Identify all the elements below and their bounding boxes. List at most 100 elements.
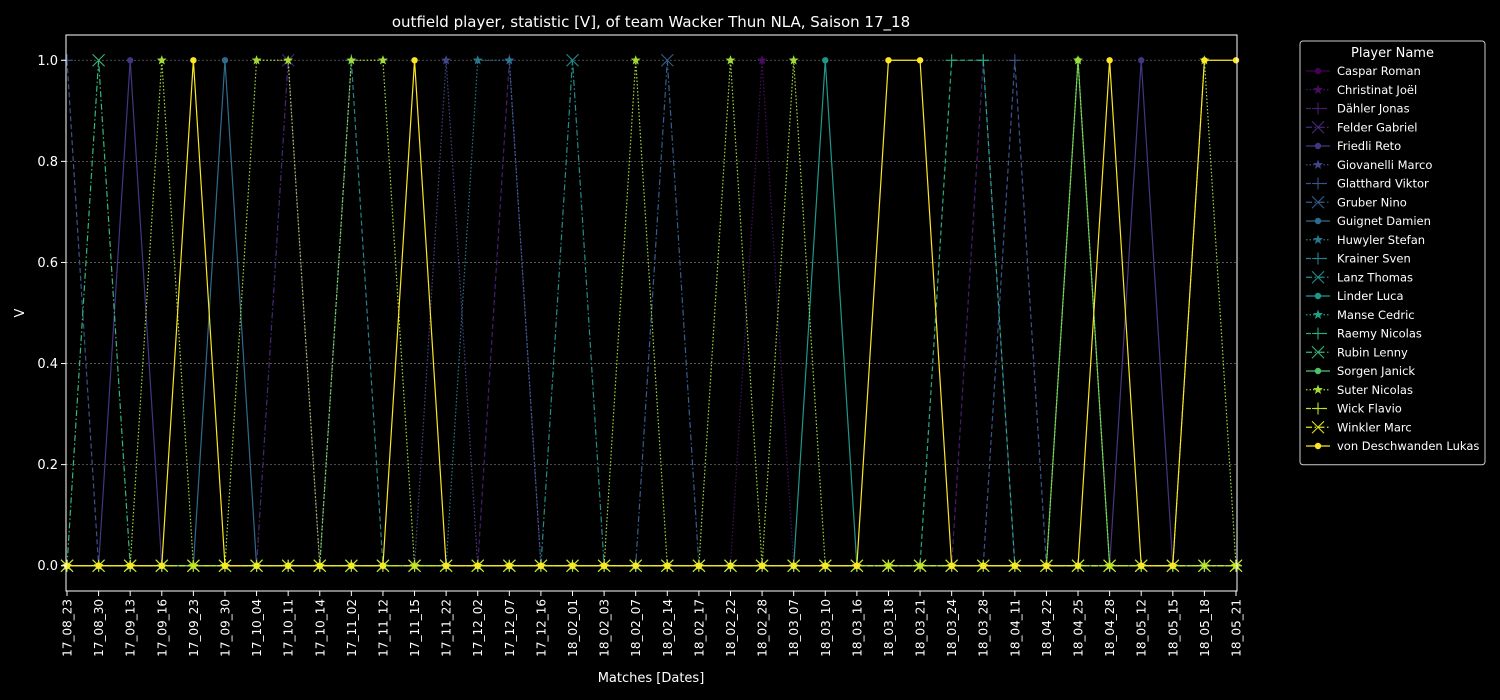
data-point <box>442 562 450 569</box>
x-tick-label: 18_02_28 <box>756 599 770 657</box>
data-point <box>725 55 736 65</box>
legend-item: Huwyler Stefan <box>1306 233 1425 247</box>
data-point <box>95 562 102 569</box>
y-tick-label: 0.0 <box>37 559 58 574</box>
legend-item: von Deschwanden Lukas <box>1306 439 1479 453</box>
legend-item: Krainer Sven <box>1306 252 1411 266</box>
x-tick-label: 18_02_07 <box>629 599 643 657</box>
legend-label: Dähler Jonas <box>1337 102 1410 116</box>
legend-label: Christinat Joël <box>1337 83 1417 97</box>
y-tick-label: 0.2 <box>37 458 58 473</box>
data-point <box>1073 55 1083 65</box>
data-point <box>913 559 927 573</box>
legend-marker <box>1314 367 1322 375</box>
x-tick-label: 18_02_17 <box>692 599 706 657</box>
series <box>63 57 1240 569</box>
x-tick-label: 18_03_16 <box>850 599 864 657</box>
legend-marker <box>1312 177 1324 190</box>
x-tick-label: 17_10_14 <box>313 599 327 657</box>
data-point <box>1138 57 1145 64</box>
data-point <box>1229 559 1243 573</box>
x-tick-label: 17_08_23 <box>61 599 75 657</box>
data-point <box>126 562 134 569</box>
x-axis-label: Matches [Dates] <box>598 671 705 686</box>
legend-label: Wick Flavio <box>1337 402 1402 416</box>
legend: Player Name Caspar Roman Christinat Joël Dä… <box>1299 40 1486 466</box>
series-line <box>67 59 1236 567</box>
x-tick-label: 17_12_02 <box>471 599 485 657</box>
data-point <box>822 562 829 569</box>
legend-marker <box>1314 442 1322 450</box>
data-point <box>1138 562 1145 569</box>
y-axis-label: V <box>13 308 28 317</box>
data-point <box>474 562 481 569</box>
legend-marker <box>1313 234 1323 244</box>
data-point <box>1008 54 1021 67</box>
data-point <box>980 562 987 569</box>
data-point <box>945 54 958 67</box>
data-point <box>885 57 892 64</box>
x-tick-label: 18_03_18 <box>882 599 896 657</box>
data-point <box>822 57 829 64</box>
legend-item: Glatthard Viktor <box>1306 177 1429 191</box>
series-line <box>67 60 1236 567</box>
data-point <box>158 562 165 569</box>
data-point <box>253 562 260 569</box>
data-point <box>948 562 955 569</box>
x-tick-label: 17_12_07 <box>503 599 517 657</box>
legend-marker <box>1313 84 1323 94</box>
data-point <box>537 562 545 569</box>
legend-box <box>1299 40 1486 466</box>
legend-label: Caspar Roman <box>1337 64 1421 78</box>
x-tick-label: 18_03_24 <box>945 599 959 657</box>
legend-marker <box>1312 327 1324 340</box>
legend-marker <box>1311 345 1325 359</box>
x-tick-label: 18_04_22 <box>1040 599 1054 657</box>
data-point <box>251 55 262 65</box>
data-point <box>92 53 105 67</box>
chart-title: outfield player, statistic [V], of team … <box>392 13 910 32</box>
legend-label: Huwyler Stefan <box>1337 233 1425 247</box>
legend-item: Manse Cedric <box>1306 308 1415 322</box>
data-point <box>695 562 703 569</box>
data-point <box>378 55 388 65</box>
x-tick-label: 18_02_01 <box>566 599 580 657</box>
legend-item: Dähler Jonas <box>1306 102 1410 116</box>
data-point <box>788 55 799 65</box>
data-point <box>757 55 768 65</box>
data-point <box>186 559 200 573</box>
legend-item: Friedli Reto <box>1306 139 1401 153</box>
y-axis: 0.0 0.2 0.4 0.6 0.8 1.0 <box>37 54 66 574</box>
legend-label: Suter Nicolas <box>1337 383 1413 397</box>
data-point <box>411 57 418 64</box>
data-point <box>977 54 990 67</box>
data-point <box>1043 562 1050 569</box>
x-tick-label: 17_11_15 <box>408 599 422 657</box>
legend-marker <box>1312 102 1324 115</box>
data-point <box>221 562 229 569</box>
data-point <box>853 562 861 569</box>
x-tick-label: 17_08_30 <box>92 599 106 657</box>
x-tick-label: 17_09_23 <box>187 599 201 657</box>
x-tick-label: 18_04_25 <box>1072 599 1086 657</box>
legend-marker <box>1312 252 1324 265</box>
x-tick-label: 18_03_28 <box>977 599 991 657</box>
legend-label: Glatthard Viktor <box>1337 177 1429 191</box>
data-point <box>660 53 674 67</box>
data-point <box>1201 57 1208 64</box>
x-tick-label: 17_09_13 <box>124 599 138 657</box>
legend-marker <box>1313 159 1323 169</box>
data-point <box>630 55 641 65</box>
x-tick-label: 18_05_18 <box>1198 599 1212 657</box>
x-tick-label: 18_03_10 <box>819 599 833 657</box>
x-tick-label: 17_12_16 <box>534 599 548 657</box>
data-point <box>408 559 421 573</box>
data-point <box>441 55 452 65</box>
legend-marker <box>1311 270 1325 284</box>
y-tick-label: 0.8 <box>37 155 58 170</box>
legend-label: Felder Gabriel <box>1337 120 1417 134</box>
x-tick-label: 18_02_14 <box>661 599 675 657</box>
legend-marker <box>1311 120 1325 134</box>
